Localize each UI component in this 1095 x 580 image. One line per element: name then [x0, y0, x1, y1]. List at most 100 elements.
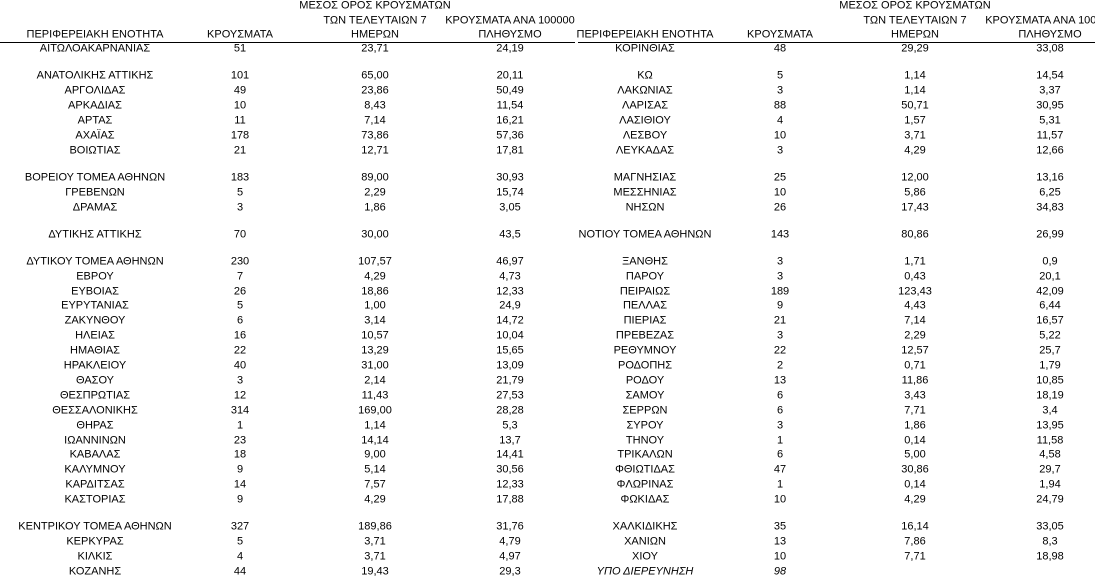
- cases-per-100k: 10,04: [496, 329, 524, 342]
- column-header: ΤΩΝ ΤΕΛΕΥΤΑΙΩΝ 7: [323, 14, 427, 26]
- weekly-average: 13,29: [361, 344, 389, 357]
- region-name: ΣΕΡΡΩΝ: [622, 404, 668, 417]
- region-name: ΕΥΡΥΤΑΝΙΑΣ: [61, 299, 129, 312]
- weekly-average: 30,00: [361, 228, 389, 241]
- region-name: ΛΕΣΒΟΥ: [622, 129, 668, 142]
- cases: 1: [236, 419, 244, 432]
- cases: 26: [773, 201, 787, 213]
- cases: 6: [776, 389, 784, 402]
- region-name: ΑΡΤΑΣ: [77, 114, 113, 127]
- cases-per-100k: 3,4: [1042, 404, 1058, 417]
- region-name: ΕΒΡΟΥ: [76, 270, 114, 283]
- weekly-average: 11,43: [361, 389, 389, 402]
- cases-per-100k: 12,66: [1036, 144, 1064, 157]
- weekly-average: 5,14: [364, 463, 386, 476]
- region-name: ΛΕΥΚΑΔΑΣ: [615, 144, 675, 157]
- region-name: ΠΕΙΡΑΙΩΣ: [619, 285, 671, 297]
- cases-per-100k: 1,94: [1039, 478, 1061, 491]
- cases-per-100k: 18,98: [1036, 550, 1064, 563]
- region-name: ΗΡΑΚΛΕΙΟΥ: [63, 359, 127, 372]
- region-name: ΡΟΔΟΠΗΣ: [617, 359, 673, 372]
- cases: 5: [236, 186, 244, 199]
- region-name: ΚΙΛΚΙΣ: [77, 550, 113, 563]
- weekly-average: 0,71: [904, 359, 926, 372]
- weekly-average: 10,57: [361, 329, 389, 342]
- cases: 4: [236, 550, 244, 563]
- cases-per-100k: 13,09: [496, 359, 524, 372]
- cases-per-100k: 14,72: [496, 314, 524, 327]
- cases-per-100k: 30,95: [1036, 99, 1064, 112]
- cases: 22: [773, 344, 787, 357]
- region-name: ΦΘΙΩΤΙΔΑΣ: [615, 463, 675, 476]
- cases: 9: [236, 463, 244, 476]
- weekly-average: 9,00: [364, 448, 386, 461]
- region-name: ΔΥΤΙΚΗΣ ΑΤΤΙΚΗΣ: [48, 228, 142, 241]
- column-header: ΚΡΟΥΣΜΑΤΑ ΑΝΑ 100000: [985, 14, 1095, 26]
- cases-per-100k: 12,33: [496, 285, 524, 297]
- cases: 3: [776, 84, 784, 97]
- weekly-average: 1,00: [364, 299, 386, 312]
- cases: 21: [233, 144, 247, 157]
- weekly-average: 3,43: [904, 389, 926, 402]
- cases-per-100k: 0,9: [1042, 255, 1058, 268]
- cases-per-100k: 4,58: [1039, 448, 1061, 461]
- weekly-average: 8,43: [364, 99, 386, 112]
- weekly-average: 80,86: [901, 228, 929, 241]
- weekly-average: 7,57: [364, 478, 386, 491]
- cases: 98: [773, 565, 787, 578]
- cases: 88: [773, 99, 787, 112]
- weekly-average: 5,86: [904, 186, 926, 199]
- weekly-average: 5,00: [904, 448, 926, 461]
- region-name: ΦΛΩΡΙΝΑΣ: [616, 478, 674, 491]
- column-header: ΚΡΟΥΣΜΑΤΑ: [747, 28, 813, 41]
- region-name: ΕΥΒΟΙΑΣ: [71, 285, 119, 297]
- cases-per-100k: 24,19: [496, 42, 524, 55]
- region-name: ΚΟΖΑΝΗΣ: [68, 565, 122, 578]
- weekly-average: 30,86: [901, 463, 929, 476]
- weekly-average: 7,86: [904, 535, 926, 548]
- cases: 10: [773, 550, 787, 563]
- cases: 26: [233, 285, 247, 297]
- weekly-average: 2,29: [904, 329, 926, 342]
- cases: 9: [776, 299, 784, 312]
- weekly-average: 1,71: [904, 255, 926, 268]
- weekly-average: 12,71: [361, 144, 389, 157]
- weekly-average: 29,29: [901, 42, 929, 55]
- cases-per-100k: 24,79: [1036, 493, 1064, 506]
- cases-per-100k: 17,81: [496, 144, 524, 157]
- column-header: ΗΜΕΡΩΝ: [891, 28, 939, 41]
- cases: 25: [773, 171, 787, 184]
- cases-per-100k: 14,41: [496, 448, 524, 461]
- cases: 5: [776, 69, 784, 82]
- cases: 13: [773, 374, 787, 387]
- cases: 51: [233, 42, 247, 55]
- cases-per-100k: 24,9: [499, 299, 521, 312]
- cases: 327: [230, 520, 250, 533]
- region-name: ΡΟΔΟΥ: [625, 374, 665, 387]
- region-name: ΣΑΜΟΥ: [625, 389, 665, 402]
- header-rule: [0, 42, 575, 43]
- weekly-average: 3,71: [904, 129, 926, 142]
- cases: 13: [773, 535, 787, 548]
- weekly-average: 1,14: [364, 419, 386, 432]
- cases-per-100k: 43,5: [499, 228, 521, 241]
- region-name: ΘΕΣΣΑΛΟΝΙΚΗΣ: [52, 404, 138, 417]
- cases-per-100k: 4,97: [499, 550, 521, 563]
- cases: 3: [776, 329, 784, 342]
- cases: 35: [773, 520, 787, 533]
- cases: 3: [776, 419, 784, 432]
- region-name: ΒΟΡΕΙΟΥ ΤΟΜΕΑ ΑΘΗΝΩΝ: [24, 171, 166, 184]
- cases: 183: [230, 171, 250, 184]
- weekly-average: 23,71: [361, 42, 389, 55]
- cases-per-100k: 12,33: [496, 478, 524, 491]
- cases: 16: [233, 329, 247, 342]
- cases-per-100k: 25,7: [1039, 344, 1061, 357]
- weekly-average: 1,57: [904, 114, 926, 127]
- cases-per-100k: 5,22: [1039, 329, 1061, 342]
- cases: 3: [236, 374, 244, 387]
- cases-per-100k: 3,37: [1039, 84, 1061, 97]
- region-name: ΠΙΕΡΙΑΣ: [623, 314, 667, 327]
- region-name: ΠΕΛΛΑΣ: [622, 299, 668, 312]
- cases: 101: [230, 69, 250, 82]
